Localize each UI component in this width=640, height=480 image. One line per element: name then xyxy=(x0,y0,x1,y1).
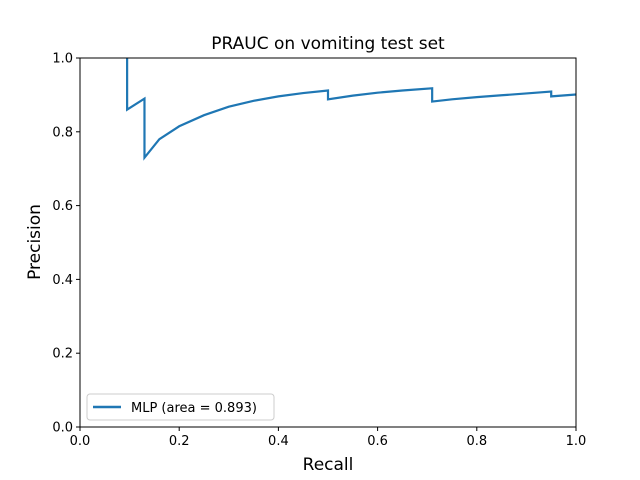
x-tick-label: 0.2 xyxy=(169,434,190,449)
series-line-0 xyxy=(126,58,576,161)
y-tick-label: 0.4 xyxy=(52,273,73,288)
y-axis-label: Precision xyxy=(25,204,45,280)
y-tick-label: 1.0 xyxy=(52,52,73,67)
legend-label: MLP (area = 0.893) xyxy=(131,401,257,416)
y-tick-label: 0.8 xyxy=(52,125,73,140)
x-tick-label: 0.6 xyxy=(367,434,388,449)
chart-title: PRAUC on vomiting test set xyxy=(211,34,445,54)
y-tick-label: 0.0 xyxy=(52,421,73,436)
axes-frame xyxy=(79,57,577,428)
y-tick-label: 0.6 xyxy=(52,199,73,214)
x-tick-label: 0.8 xyxy=(466,434,487,449)
legend-box xyxy=(86,393,275,421)
y-tick-label: 0.2 xyxy=(52,347,73,362)
x-tick-label: 0.0 xyxy=(70,434,91,449)
x-tick-label: 0.4 xyxy=(268,434,289,449)
x-tick-label: 1.0 xyxy=(566,434,587,449)
plot-area: 0.0 0.2 0.4 0.6 0.8 1.0 0.0 0.2 0.4 0.6 0.8 1.0 xyxy=(52,52,586,450)
x-axis-label: Recall xyxy=(303,455,354,475)
legend: MLP (area = 0.893) xyxy=(86,393,275,421)
